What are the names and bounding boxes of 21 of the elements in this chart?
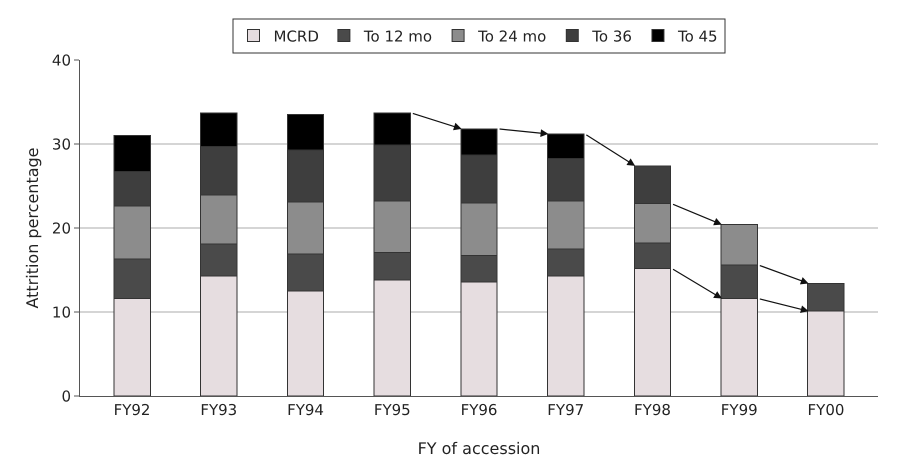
x-tick-label: FY94 bbox=[287, 401, 324, 419]
y-tick-label: 40 bbox=[52, 51, 71, 70]
x-tick-label: FY00 bbox=[808, 401, 844, 419]
y-tick-label: 20 bbox=[52, 219, 71, 238]
x-tick-label: FY99 bbox=[720, 401, 758, 419]
y-tick-label: 30 bbox=[52, 135, 71, 154]
legend-label: To 24 mo bbox=[477, 27, 546, 46]
x-axis-title: FY of accession bbox=[418, 439, 540, 458]
x-tick-label: FY92 bbox=[114, 401, 150, 419]
x-tick-label: FY93 bbox=[200, 401, 238, 419]
x-tick-label: FY98 bbox=[634, 401, 671, 419]
x-tick-label: FY96 bbox=[460, 401, 498, 419]
x-tick-label: FY97 bbox=[547, 401, 584, 419]
x-tick-label: FY95 bbox=[374, 401, 411, 419]
y-tick-label: 10 bbox=[52, 303, 71, 322]
y-axis-title: Attrition percentage bbox=[23, 147, 42, 309]
legend-label: To 36 bbox=[591, 27, 632, 46]
y-tick-label: 0 bbox=[61, 387, 71, 406]
legend-label: To 12 mo bbox=[362, 27, 432, 46]
legend-label: MCRD bbox=[274, 27, 319, 46]
legend-label: To 45 bbox=[676, 27, 718, 46]
